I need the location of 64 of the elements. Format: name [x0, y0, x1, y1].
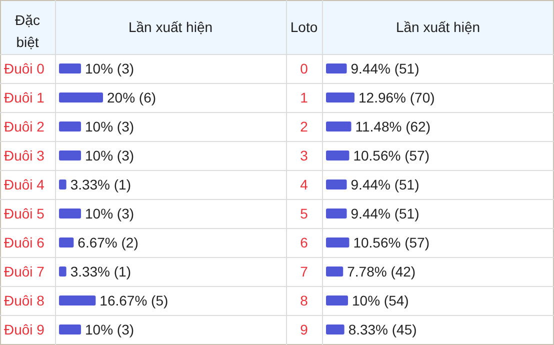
bar: [59, 238, 74, 248]
bar: [326, 296, 348, 306]
data-label: 10% (3): [85, 60, 134, 76]
bar: [326, 324, 344, 334]
data-label: 12.96% (70): [358, 90, 435, 106]
data-label: 9.44% (51): [350, 206, 420, 222]
y-axis-title: Đặc biệt: [15, 12, 40, 50]
y-tick-label: Đuôi 7: [4, 264, 45, 280]
bar: [326, 266, 344, 276]
y-tick-label: Đuôi 3: [4, 148, 45, 164]
y-axis-title: Loto: [290, 19, 318, 35]
y-tick-label: Đuôi 0: [4, 60, 45, 76]
y-tick-label: Đuôi 9: [4, 322, 45, 338]
bar: [326, 92, 355, 102]
bar: [59, 64, 81, 74]
bar: [326, 150, 350, 160]
y-tick-label: Đuôi 6: [4, 234, 45, 250]
bar: [326, 122, 352, 132]
y-tick-label: Đuôi 4: [4, 176, 45, 192]
bar: [59, 208, 81, 218]
bar: [59, 266, 66, 276]
y-tick-label: 2: [300, 118, 308, 134]
y-tick-label: 9: [300, 322, 308, 338]
bar: [59, 92, 103, 102]
data-label: 3.33% (1): [70, 264, 132, 280]
data-label: 10% (3): [85, 322, 134, 338]
x-axis-title: Lần xuất hiện: [128, 19, 213, 35]
data-label: 7.78% (42): [347, 264, 416, 280]
bar: [326, 238, 350, 248]
data-label: 10.56% (57): [353, 148, 430, 164]
y-tick-label: Đuôi 1: [4, 90, 45, 106]
data-label: 6.67% (2): [78, 234, 138, 250]
bar: [59, 180, 66, 190]
y-tick-label: 5: [300, 206, 308, 222]
data-label: 11.48% (62): [355, 118, 430, 134]
bar: [59, 296, 96, 306]
data-label: 10% (3): [85, 148, 134, 164]
data-label: 10% (3): [85, 118, 134, 134]
y-tick-label: 0: [300, 60, 308, 76]
data-label: 3.33% (1): [70, 176, 132, 192]
y-tick-label: Đuôi 8: [4, 292, 45, 308]
data-label: 16.67% (5): [100, 292, 168, 308]
y-tick-label: Đuôi 5: [4, 206, 45, 222]
x-axis-title: Lần xuất hiện: [396, 19, 480, 35]
bar: [326, 180, 347, 190]
data-label: 10.56% (57): [353, 234, 430, 250]
y-tick-label: 4: [300, 176, 308, 192]
data-label: 10% (54): [352, 292, 409, 308]
data-label: 8.33% (45): [348, 322, 417, 338]
y-tick-label: 1: [300, 90, 308, 106]
y-tick-label: 6: [300, 234, 308, 250]
bar: [326, 64, 347, 74]
bar: [59, 324, 81, 334]
y-tick-label: Đuôi 2: [4, 118, 45, 134]
bar: [326, 208, 347, 218]
bar: [59, 122, 81, 132]
data-label: 9.44% (51): [350, 60, 420, 76]
bar: [59, 150, 81, 160]
y-tick-label: 3: [300, 148, 308, 164]
y-tick-label: 8: [300, 292, 308, 308]
data-label: 20% (6): [107, 90, 156, 106]
y-tick-label: 7: [300, 264, 308, 280]
data-label: 9.44% (51): [350, 176, 420, 192]
data-label: 10% (3): [85, 206, 134, 222]
